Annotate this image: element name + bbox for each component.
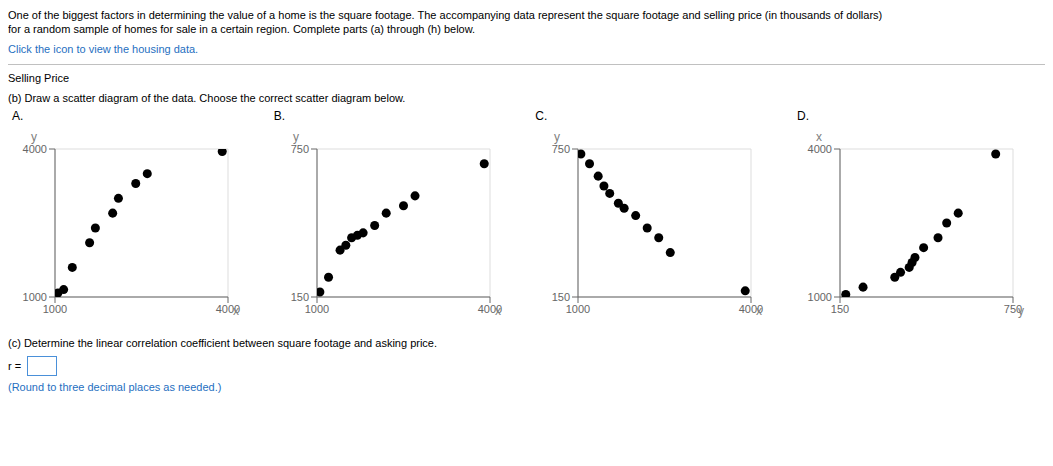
- html-text:Click the icon to view the hou: Click the icon to view the housing data.: [8, 43, 199, 55]
- svg-text:150: 150: [552, 291, 570, 303]
- svg-text:4000: 4000: [807, 143, 831, 155]
- html-text:(Round to three decimal places: (Round to three decimal places as needed…: [8, 381, 222, 393]
- html-text:A.: A.: [12, 109, 24, 123]
- html-text:for a random sample of homes f: for a random sample of homes for sale in…: [8, 23, 476, 35]
- svg-text:1000: 1000: [807, 291, 831, 303]
- html-text:One of the biggest factors in: One of the biggest factors in determinin…: [8, 9, 883, 21]
- svg-text:y: y: [293, 130, 299, 144]
- svg-text:1000: 1000: [23, 291, 47, 303]
- svg-text:x: x: [816, 130, 822, 144]
- svg-text:1000: 1000: [304, 303, 328, 315]
- svg-text:1000: 1000: [43, 303, 67, 315]
- svg-text:4000: 4000: [739, 302, 764, 315]
- svg-text:150: 150: [290, 291, 308, 303]
- svg-text:4000: 4000: [215, 302, 241, 315]
- svg-text:750: 750: [290, 143, 308, 155]
- html-text:D.: D.: [797, 109, 809, 123]
- svg-text:750: 750: [1003, 302, 1023, 315]
- svg-text:150: 150: [831, 303, 849, 315]
- html-text:Selling Price: Selling Price: [8, 72, 70, 84]
- svg-text:4000: 4000: [477, 302, 502, 315]
- svg-text:x: x: [495, 304, 501, 318]
- svg-text:x: x: [233, 304, 239, 318]
- svg-text:y: y: [31, 130, 37, 144]
- svg-text:x: x: [756, 304, 762, 318]
- html-text:B.: B.: [273, 109, 285, 123]
- svg-text:y: y: [1018, 304, 1024, 318]
- svg-text:1000: 1000: [566, 303, 590, 315]
- html-text:r =: r =: [8, 360, 22, 372]
- svg-text:y: y: [554, 130, 560, 144]
- html-text:C.: C.: [535, 109, 548, 123]
- svg-text:4000: 4000: [23, 143, 47, 155]
- html-text:(b) Draw a scatter diagram of: (b) Draw a scatter diagram of the data. …: [8, 92, 406, 104]
- html-text:(c) Determine the linear corre: (c) Determine the linear correlation coe…: [8, 337, 437, 349]
- svg-text:750: 750: [552, 143, 570, 155]
